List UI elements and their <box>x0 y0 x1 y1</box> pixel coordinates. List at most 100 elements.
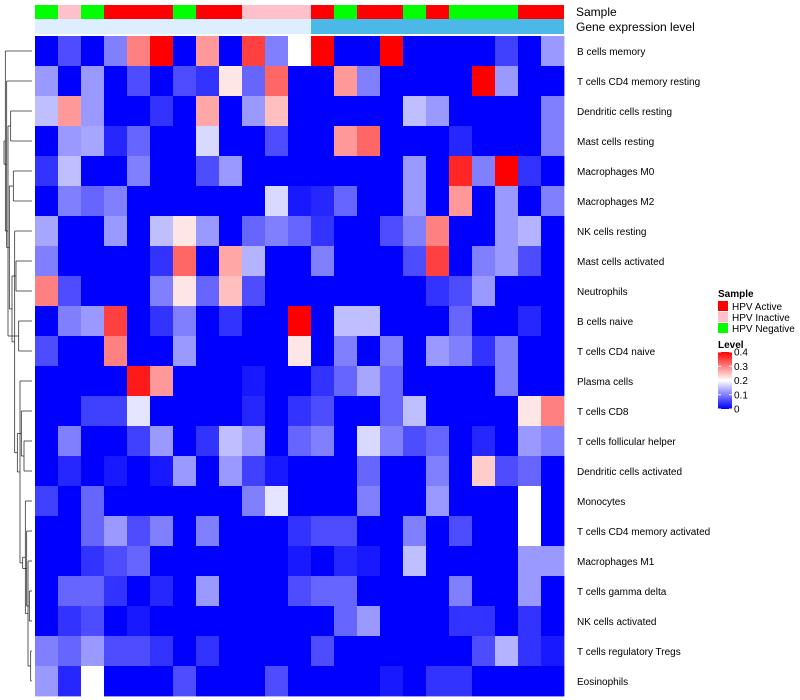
heatmap-cell <box>219 546 243 577</box>
heatmap-cell <box>288 186 312 217</box>
heatmap-cell <box>265 516 289 547</box>
gene-expression-cell <box>35 19 58 34</box>
heatmap-cell <box>403 276 427 307</box>
heatmap-cell <box>334 306 358 337</box>
heatmap-cell <box>311 186 335 217</box>
heatmap-cell <box>357 186 381 217</box>
heatmap-cell <box>541 636 565 667</box>
heatmap-cell <box>35 306 59 337</box>
heatmap-cell <box>242 336 266 367</box>
heatmap-cell <box>104 606 128 637</box>
sample-annotation-cell <box>58 5 81 19</box>
heatmap-cell <box>518 366 542 397</box>
heatmap-cell <box>219 246 243 277</box>
heatmap-cell <box>127 276 151 307</box>
heatmap-cell <box>472 576 496 607</box>
heatmap-cell <box>81 66 105 97</box>
heatmap-cell <box>35 546 59 577</box>
heatmap-cell <box>127 396 151 427</box>
heatmap-cell <box>81 366 105 397</box>
heatmap-cell <box>449 306 473 337</box>
heatmap-cell <box>150 276 174 307</box>
heatmap-cell <box>541 666 565 697</box>
heatmap-cell <box>81 426 105 457</box>
heatmap-cell <box>472 516 496 547</box>
heatmap-cell <box>127 216 151 247</box>
row-label: Macrophages M2 <box>577 197 655 208</box>
row-labels: B cells memory T cells CD4 memory resting… <box>577 47 710 688</box>
heatmap-cell <box>196 66 220 97</box>
heatmap-cell <box>495 396 519 427</box>
heatmap-cell <box>173 276 197 307</box>
heatmap-cell <box>311 636 335 667</box>
heatmap-cell <box>58 666 82 697</box>
heatmap-cell <box>541 336 565 367</box>
heatmap-cell <box>173 366 197 397</box>
heatmap-cell <box>265 36 289 67</box>
heatmap-cell <box>495 666 519 697</box>
heatmap-cell <box>403 66 427 97</box>
heatmap-cell <box>173 96 197 127</box>
heatmap-cell <box>242 546 266 577</box>
heatmap-cell <box>288 516 312 547</box>
heatmap-cell <box>81 186 105 217</box>
heatmap-cell <box>173 156 197 187</box>
gene-expression-cell <box>403 19 426 34</box>
sample-annotation-cell <box>426 5 449 19</box>
heatmap-cell <box>288 486 312 517</box>
sample-annotation-cell <box>380 5 403 19</box>
heatmap-cell <box>311 276 335 307</box>
heatmap-cell <box>35 126 59 157</box>
heatmap-cell <box>58 366 82 397</box>
heatmap-cell <box>288 276 312 307</box>
heatmap-cell <box>472 156 496 187</box>
heatmap-cell <box>403 306 427 337</box>
heatmap-cell <box>219 396 243 427</box>
heatmap-cell <box>81 606 105 637</box>
heatmap-cell <box>81 456 105 487</box>
heatmap-cell <box>127 336 151 367</box>
heatmap-cell <box>518 216 542 247</box>
heatmap-cell <box>150 486 174 517</box>
heatmap-cell <box>173 516 197 547</box>
heatmap-cell <box>380 156 404 187</box>
gene-expression-cell <box>288 19 311 34</box>
heatmap-cell <box>472 186 496 217</box>
heatmap-cell <box>127 606 151 637</box>
row-label: Neutrophils <box>577 287 628 298</box>
heatmap-cell <box>518 276 542 307</box>
heatmap-cell <box>472 666 496 697</box>
heatmap-cell <box>334 36 358 67</box>
heatmap-cell <box>242 96 266 127</box>
heatmap-cell <box>495 636 519 667</box>
heatmap-cell <box>173 636 197 667</box>
heatmap-cell <box>288 606 312 637</box>
row-label: T cells gamma delta <box>577 587 667 598</box>
heatmap-cell <box>449 426 473 457</box>
heatmap-cell <box>541 96 565 127</box>
heatmap-cell <box>449 336 473 367</box>
heatmap-cell <box>472 336 496 367</box>
heatmap-cell <box>242 66 266 97</box>
heatmap-cell <box>403 126 427 157</box>
heatmap-cell <box>334 156 358 187</box>
gene-expression-cell <box>449 19 472 34</box>
heatmap-cell <box>242 276 266 307</box>
heatmap-cell <box>35 396 59 427</box>
gene-expression-cell <box>426 19 449 34</box>
heatmap-cell <box>426 636 450 667</box>
heatmap-cell <box>58 546 82 577</box>
heatmap-cell <box>219 306 243 337</box>
heatmap-cell <box>81 486 105 517</box>
heatmap-cell <box>242 366 266 397</box>
heatmap-cell <box>35 636 59 667</box>
heatmap-cell <box>127 456 151 487</box>
heatmap-cell <box>81 216 105 247</box>
heatmap-cell <box>357 156 381 187</box>
heatmap-cell <box>173 126 197 157</box>
heatmap-cell <box>127 546 151 577</box>
heatmap-cell <box>426 186 450 217</box>
heatmap-cell <box>173 426 197 457</box>
heatmap-cell <box>58 66 82 97</box>
